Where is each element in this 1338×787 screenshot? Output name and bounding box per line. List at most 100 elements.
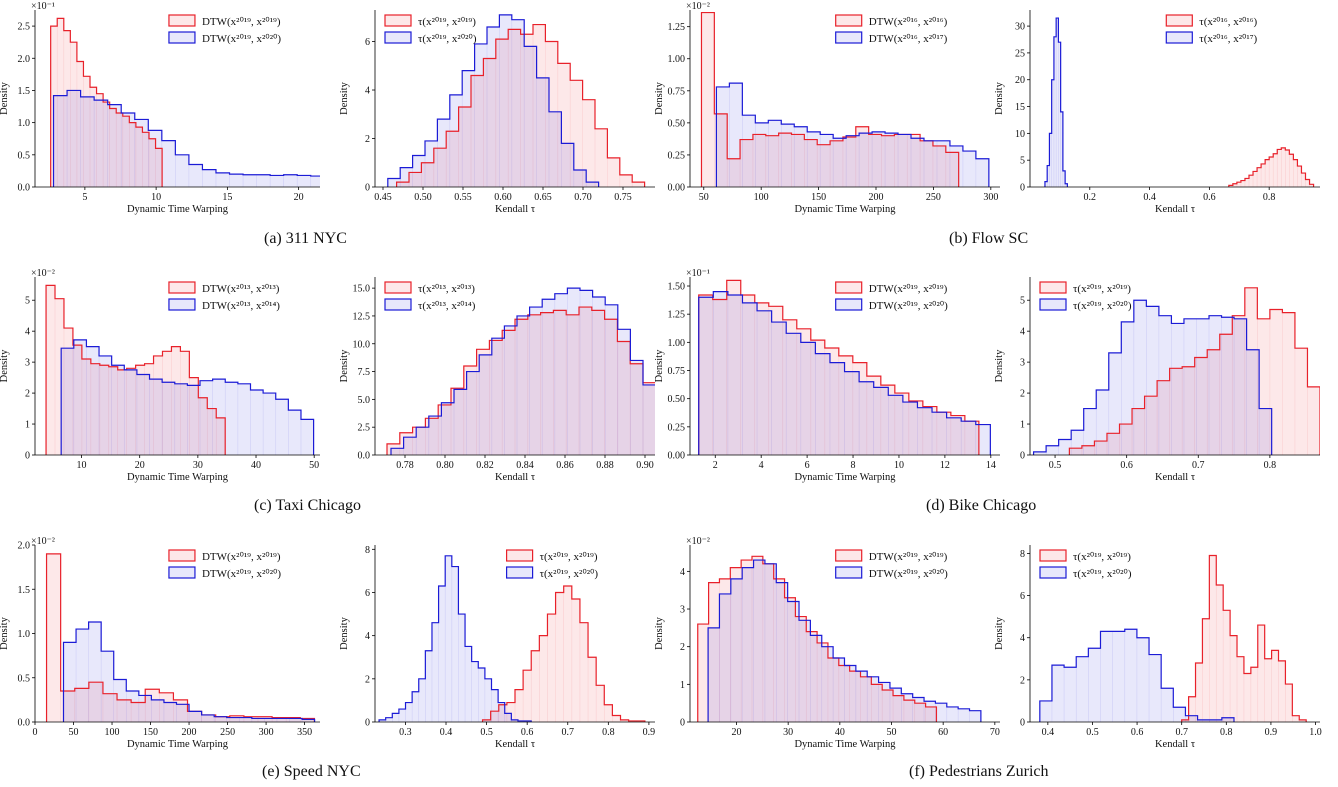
legend-item-blue: τ(x²⁰¹⁹, x²⁰²⁰)	[1039, 298, 1132, 312]
y-tick-label: 0.25	[668, 150, 686, 161]
x-tick-label: 50	[309, 460, 319, 471]
y-tick-label: 0	[1020, 451, 1025, 462]
histogram-bar-red	[117, 369, 127, 455]
histogram-bar-blue	[799, 620, 811, 722]
chart-speed-tau: 0 2 4 6 8 0.3 0.4 0.5 0.6 0.7 0.8 0.9 Kendall τ Densi…	[339, 545, 655, 750]
x-tick-label: 20	[135, 460, 145, 471]
chart-speed-dtw: 0.0 0.5 1.0 1.5 2.0 0 50 100 150 200 250 300 350 ×10⁻…	[0, 536, 320, 750]
histogram-bar-blue	[99, 355, 112, 455]
histogram-bar-blue	[412, 155, 425, 187]
histogram-bar-blue	[580, 290, 593, 455]
y-multiplier: ×10⁻²	[686, 1, 710, 12]
y-tick-label: 0.0	[18, 183, 31, 194]
histogram-bar-red	[1305, 179, 1310, 187]
histogram-bar-blue	[888, 395, 903, 455]
histogram-bar-red	[149, 138, 156, 187]
histogram-bar-blue	[188, 164, 203, 187]
x-tick-label: 10	[894, 460, 904, 471]
histogram-bar-blue	[288, 410, 301, 455]
legend-swatch	[1039, 298, 1067, 311]
histogram-bar-blue	[844, 665, 856, 722]
legend-label: τ(x²⁰¹⁶, x²⁰¹⁷)	[1199, 33, 1257, 45]
histogram-bar-red	[1264, 658, 1272, 722]
legend-label: τ(x²⁰¹⁹, x²⁰²⁰)	[540, 568, 599, 580]
histogram-bar-blue	[1146, 306, 1159, 455]
y-tick-label: 2	[25, 389, 30, 400]
histogram-bar-blue	[1064, 667, 1077, 722]
histogram-bar-blue	[911, 138, 924, 187]
histogram-bar-blue	[1108, 352, 1122, 455]
histogram-bar-blue	[561, 143, 574, 187]
y-tick-label: 5	[1020, 296, 1025, 307]
histogram-bar-red	[476, 349, 490, 455]
y-tick-label: 30	[1015, 22, 1025, 33]
histogram-bar-red	[730, 567, 742, 722]
histogram-bar-blue	[592, 297, 606, 455]
histogram-bar-blue	[445, 555, 452, 722]
histogram-bar-red	[508, 29, 521, 187]
histogram-bar-blue	[1051, 79, 1054, 187]
x-tick-label: 0.90	[636, 460, 654, 471]
histogram-bar-red	[604, 319, 618, 455]
histogram-bar-red	[1289, 154, 1294, 187]
histogram-bar-blue	[768, 120, 782, 187]
histogram-bar-blue	[416, 427, 429, 455]
chart-ped-dtw: 0 1 2 3 4 20 30 40 50 60 70 ×10⁻² Dynamic Time Warpi…	[654, 536, 1000, 750]
legend-item-red: τ(x²⁰¹³, x²⁰¹³)	[384, 281, 475, 295]
histogram-bar-blue	[1234, 318, 1247, 455]
legend-swatch	[835, 566, 863, 579]
histogram-bar-blue	[264, 718, 277, 722]
histogram-bar-blue	[1183, 318, 1197, 455]
legend-label: DTW(x²⁰¹⁹, x²⁰²⁰)	[202, 568, 281, 580]
y-tick-label: 15.0	[353, 284, 371, 295]
legend-label: DTW(x²⁰¹⁹, x²⁰²⁰)	[202, 33, 281, 45]
histogram-bar-red	[483, 58, 496, 187]
y-axis-label: Density	[0, 81, 10, 114]
histogram-bar-red	[882, 689, 894, 722]
series-outline-blue	[52, 89, 320, 187]
series-outline-blue	[1039, 628, 1235, 722]
histogram-bar-blue	[412, 691, 419, 722]
x-tick-label: 0.84	[516, 460, 534, 471]
plot-area	[45, 553, 316, 722]
histogram-bar-blue	[524, 46, 537, 187]
histogram-bar-red	[555, 592, 564, 722]
histogram-bar-red	[708, 582, 720, 722]
histogram-bar-red	[894, 134, 908, 187]
y-tick-label: 8	[365, 545, 370, 556]
histogram-bar-red	[173, 699, 188, 722]
histogram-bar-red	[1236, 182, 1241, 187]
chart-bike-tau: 0 1 2 3 4 5 0.5 0.6 0.7 0.8 Kendall τ Density τ(x²⁰¹…	[994, 277, 1320, 483]
histogram-bar-blue	[438, 586, 446, 722]
histogram-bar-red	[1292, 715, 1300, 722]
histogram-bar-red	[1248, 175, 1254, 187]
histogram-bar-red	[740, 139, 753, 187]
histogram-bar-red	[129, 122, 136, 187]
histogram-bar-red	[579, 622, 589, 722]
legend-item-red: τ(x²⁰¹⁹, x²⁰¹⁹)	[384, 14, 476, 28]
x-tick-label: 0.5	[1049, 460, 1062, 471]
y-tick-label: 10.0	[353, 339, 371, 350]
series-outline-red	[1068, 287, 1320, 455]
histogram-bar-blue	[124, 369, 137, 455]
histogram-bar-blue	[465, 646, 472, 722]
legend-label: DTW(x²⁰¹⁹, x²⁰¹⁹)	[869, 283, 948, 295]
series-outline-blue	[60, 339, 315, 455]
y-axis-label: Density	[654, 349, 665, 382]
y-tick-label: 1.50	[668, 282, 686, 293]
histogram-bar-blue	[605, 304, 618, 455]
x-tick-label: 2	[713, 460, 718, 471]
histogram-bar-red	[243, 716, 258, 722]
histogram-bar-blue	[800, 342, 816, 455]
histogram-bar-red	[540, 312, 554, 455]
histogram-bar-red	[553, 310, 567, 455]
y-tick-label: 5	[25, 296, 30, 307]
legend-label: DTW(x²⁰¹⁶, x²⁰¹⁶)	[869, 16, 948, 28]
histogram-bar-blue	[912, 697, 925, 722]
legend-label: τ(x²⁰¹³, x²⁰¹⁴)	[418, 300, 476, 312]
histogram-bar-red	[571, 598, 580, 722]
histogram-bar-blue	[820, 134, 834, 187]
y-tick-label: 0.0	[358, 451, 371, 462]
y-tick-label: 1.25	[668, 22, 686, 33]
x-tick-label: 8	[851, 460, 856, 471]
